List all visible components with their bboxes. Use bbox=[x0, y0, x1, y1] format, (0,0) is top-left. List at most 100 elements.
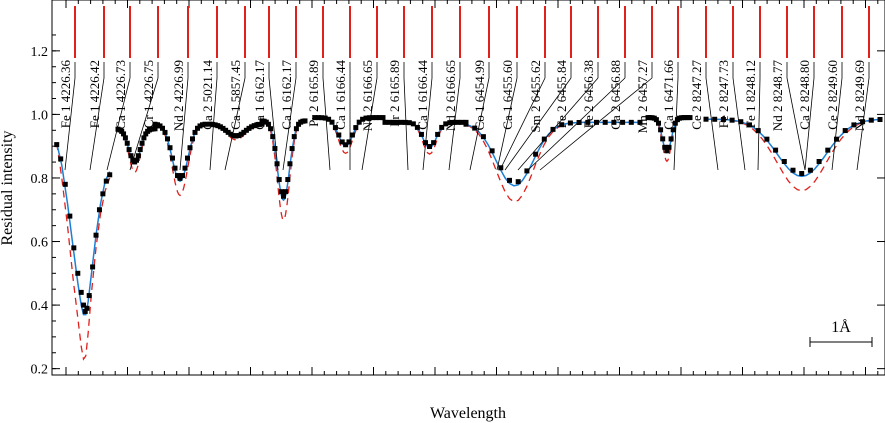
observed-point bbox=[455, 119, 461, 125]
observed-point bbox=[215, 123, 221, 129]
observed-point bbox=[187, 145, 193, 151]
observed-point bbox=[339, 139, 345, 145]
observed-point bbox=[382, 119, 388, 125]
observed-point bbox=[122, 135, 128, 141]
line-id: Fe 1 8248.12 bbox=[743, 6, 761, 171]
observed-point bbox=[712, 116, 718, 122]
line-id-label: Ca 1 6455.60 bbox=[500, 60, 515, 130]
line-id-leader bbox=[786, 77, 806, 171]
observed-point bbox=[62, 181, 68, 187]
line-id-label: Nd 2 6166.65 bbox=[360, 60, 375, 131]
observed-point bbox=[611, 119, 617, 125]
observed-point bbox=[410, 121, 416, 127]
observed-point bbox=[524, 168, 530, 174]
observed-point bbox=[276, 177, 282, 183]
line-id-leader bbox=[469, 77, 490, 171]
observed-point bbox=[143, 131, 149, 137]
y-axis-label: Residual intensity bbox=[0, 130, 16, 245]
line-id-label: Co 1 6454.99 bbox=[472, 60, 487, 130]
line-id: Ca 2 5021.14 bbox=[200, 6, 218, 171]
line-id-label: Fe 1 4226.36 bbox=[58, 60, 73, 129]
observed-point bbox=[834, 136, 839, 142]
line-id-leader bbox=[448, 77, 461, 171]
line-id-label: Ce 2 8247.27 bbox=[689, 60, 704, 130]
line-id-label: Fe 2 8247.73 bbox=[716, 60, 731, 128]
observed-point bbox=[278, 189, 284, 195]
observed-point bbox=[459, 119, 465, 125]
observed-point bbox=[230, 133, 236, 139]
observed-point bbox=[653, 117, 659, 123]
observed-point bbox=[764, 136, 770, 142]
observed-point bbox=[541, 136, 547, 142]
observed-point bbox=[126, 147, 132, 153]
observed-point bbox=[167, 145, 173, 151]
observed-point bbox=[285, 177, 291, 183]
observed-point bbox=[480, 134, 486, 140]
plot-frame bbox=[51, 0, 885, 376]
observed-point bbox=[533, 151, 539, 157]
line-id-label: Sm 2 6455.62 bbox=[528, 60, 543, 133]
observed-point bbox=[620, 119, 626, 125]
line-id-label: Mn 2 6457.27 bbox=[635, 60, 650, 134]
scale-bar-label: 1Å bbox=[831, 318, 851, 336]
observed-point bbox=[302, 118, 308, 124]
line-id-leader bbox=[282, 77, 297, 171]
observed-point bbox=[319, 115, 325, 121]
observed-point bbox=[71, 245, 77, 251]
observed-point bbox=[246, 125, 252, 131]
observed-point bbox=[177, 175, 183, 181]
line-id: Co 1 6454.99 bbox=[469, 6, 490, 171]
observed-point bbox=[816, 158, 822, 164]
line-id-leader bbox=[504, 77, 572, 171]
y-tick-label: 1.2 bbox=[31, 45, 49, 60]
observed-point bbox=[86, 293, 92, 299]
line-id-label: Ca 2 8248.80 bbox=[797, 60, 812, 130]
observed-point bbox=[720, 117, 726, 123]
observed-point bbox=[356, 119, 362, 125]
observed-point bbox=[233, 133, 239, 139]
observed-point bbox=[825, 147, 831, 153]
line-id-label: Nd 2 8249.69 bbox=[852, 60, 867, 131]
observed-point bbox=[394, 119, 400, 125]
observed-point bbox=[637, 119, 643, 125]
observed-point bbox=[217, 124, 223, 130]
x-axis-label: Wavelength bbox=[430, 405, 506, 422]
observed-point bbox=[96, 207, 102, 213]
line-id-label: Ca 1 6166.44 bbox=[415, 60, 430, 130]
model-blue-curve bbox=[706, 118, 881, 178]
line-id-leader bbox=[539, 77, 653, 171]
observed-point bbox=[668, 136, 674, 142]
line-id-leader bbox=[757, 77, 761, 171]
observed-point bbox=[439, 124, 445, 130]
observed-point bbox=[90, 264, 96, 270]
observed-point bbox=[124, 140, 130, 146]
observed-point bbox=[660, 136, 666, 142]
line-id-label: Cr 1 4226.75 bbox=[141, 60, 156, 128]
observed-point bbox=[265, 121, 271, 127]
observed-point bbox=[747, 122, 752, 128]
line-id: Fe 2 6455.84 bbox=[504, 6, 572, 171]
observed-point bbox=[670, 127, 676, 133]
observed-point bbox=[268, 126, 274, 132]
line-id: Nd 2 6166.65 bbox=[443, 6, 461, 171]
observed-point bbox=[287, 161, 293, 167]
observed-point bbox=[842, 128, 848, 134]
observed-point bbox=[349, 132, 355, 138]
y-tick-label: 0.8 bbox=[31, 172, 49, 187]
observed-point bbox=[270, 134, 276, 140]
observed-point bbox=[322, 115, 328, 121]
line-id-leader bbox=[496, 77, 518, 171]
observed-point bbox=[489, 148, 495, 154]
line-id-leader bbox=[106, 77, 131, 171]
observed-point bbox=[585, 119, 591, 125]
line-id: Ca 1 6162.17 bbox=[279, 6, 297, 171]
observed-point bbox=[134, 157, 139, 163]
observed-point bbox=[283, 189, 289, 195]
line-id: Nd 2 6166.65 bbox=[360, 6, 378, 171]
observed-point bbox=[738, 119, 744, 125]
observed-point bbox=[662, 144, 668, 150]
observed-point bbox=[182, 165, 188, 171]
observed-point bbox=[360, 116, 366, 122]
observed-point bbox=[137, 147, 143, 153]
